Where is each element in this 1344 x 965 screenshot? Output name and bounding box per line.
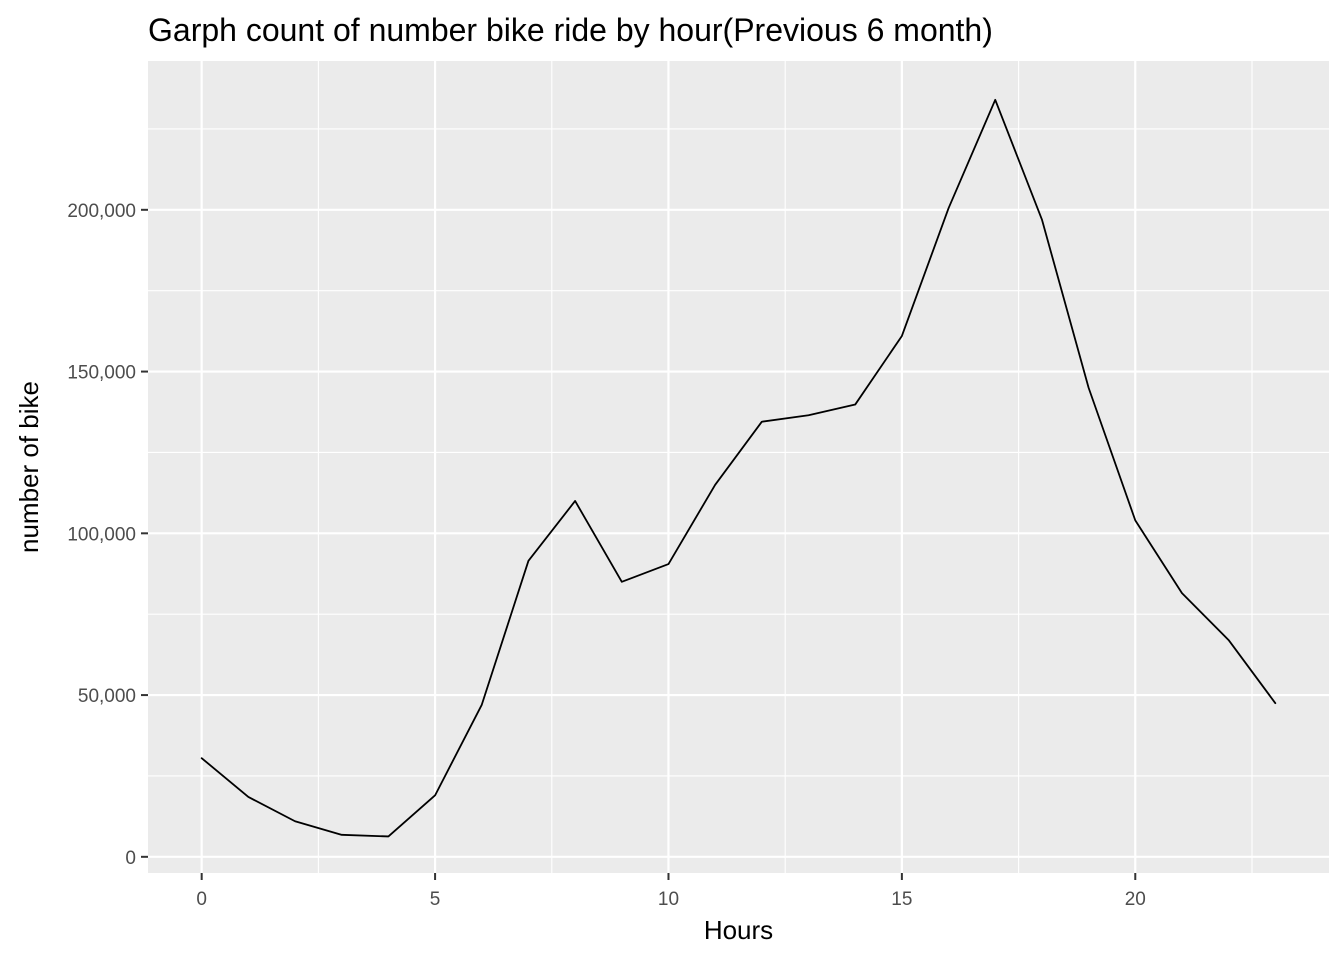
minor-grid-y: [148, 128, 1329, 777]
x-tick-label: 15: [891, 889, 912, 910]
plot-panel: [148, 61, 1329, 873]
x-tick-label: 10: [658, 889, 679, 910]
y-tick-label: 200,000: [67, 201, 136, 222]
y-axis-title: number of bike: [14, 381, 44, 553]
x-axis-title: Hours: [704, 915, 773, 945]
y-tick-label: 50,000: [78, 686, 136, 707]
y-axis-tick-labels: 0 50,000 100,000 150,000 200,000: [67, 201, 136, 869]
x-tick-label: 20: [1125, 889, 1146, 910]
x-tick-label: 5: [430, 889, 441, 910]
y-tick-label: 0: [125, 848, 136, 869]
x-axis-tick-labels: 0 5 10 15 20: [196, 889, 1145, 910]
series-layer: [200, 98, 1277, 838]
major-grid-x: [200, 61, 1137, 873]
x-tick-label: 0: [196, 889, 207, 910]
minor-grid-x: [317, 61, 1253, 873]
major-grid-y: [148, 208, 1329, 858]
y-axis-ticks: [141, 208, 148, 858]
x-axis-ticks: [200, 873, 1137, 880]
y-tick-label: 150,000: [67, 363, 136, 384]
series-line: [200, 98, 1277, 838]
y-tick-label: 100,000: [67, 524, 136, 545]
chart-title: Garph count of number bike ride by hour(…: [148, 12, 993, 48]
